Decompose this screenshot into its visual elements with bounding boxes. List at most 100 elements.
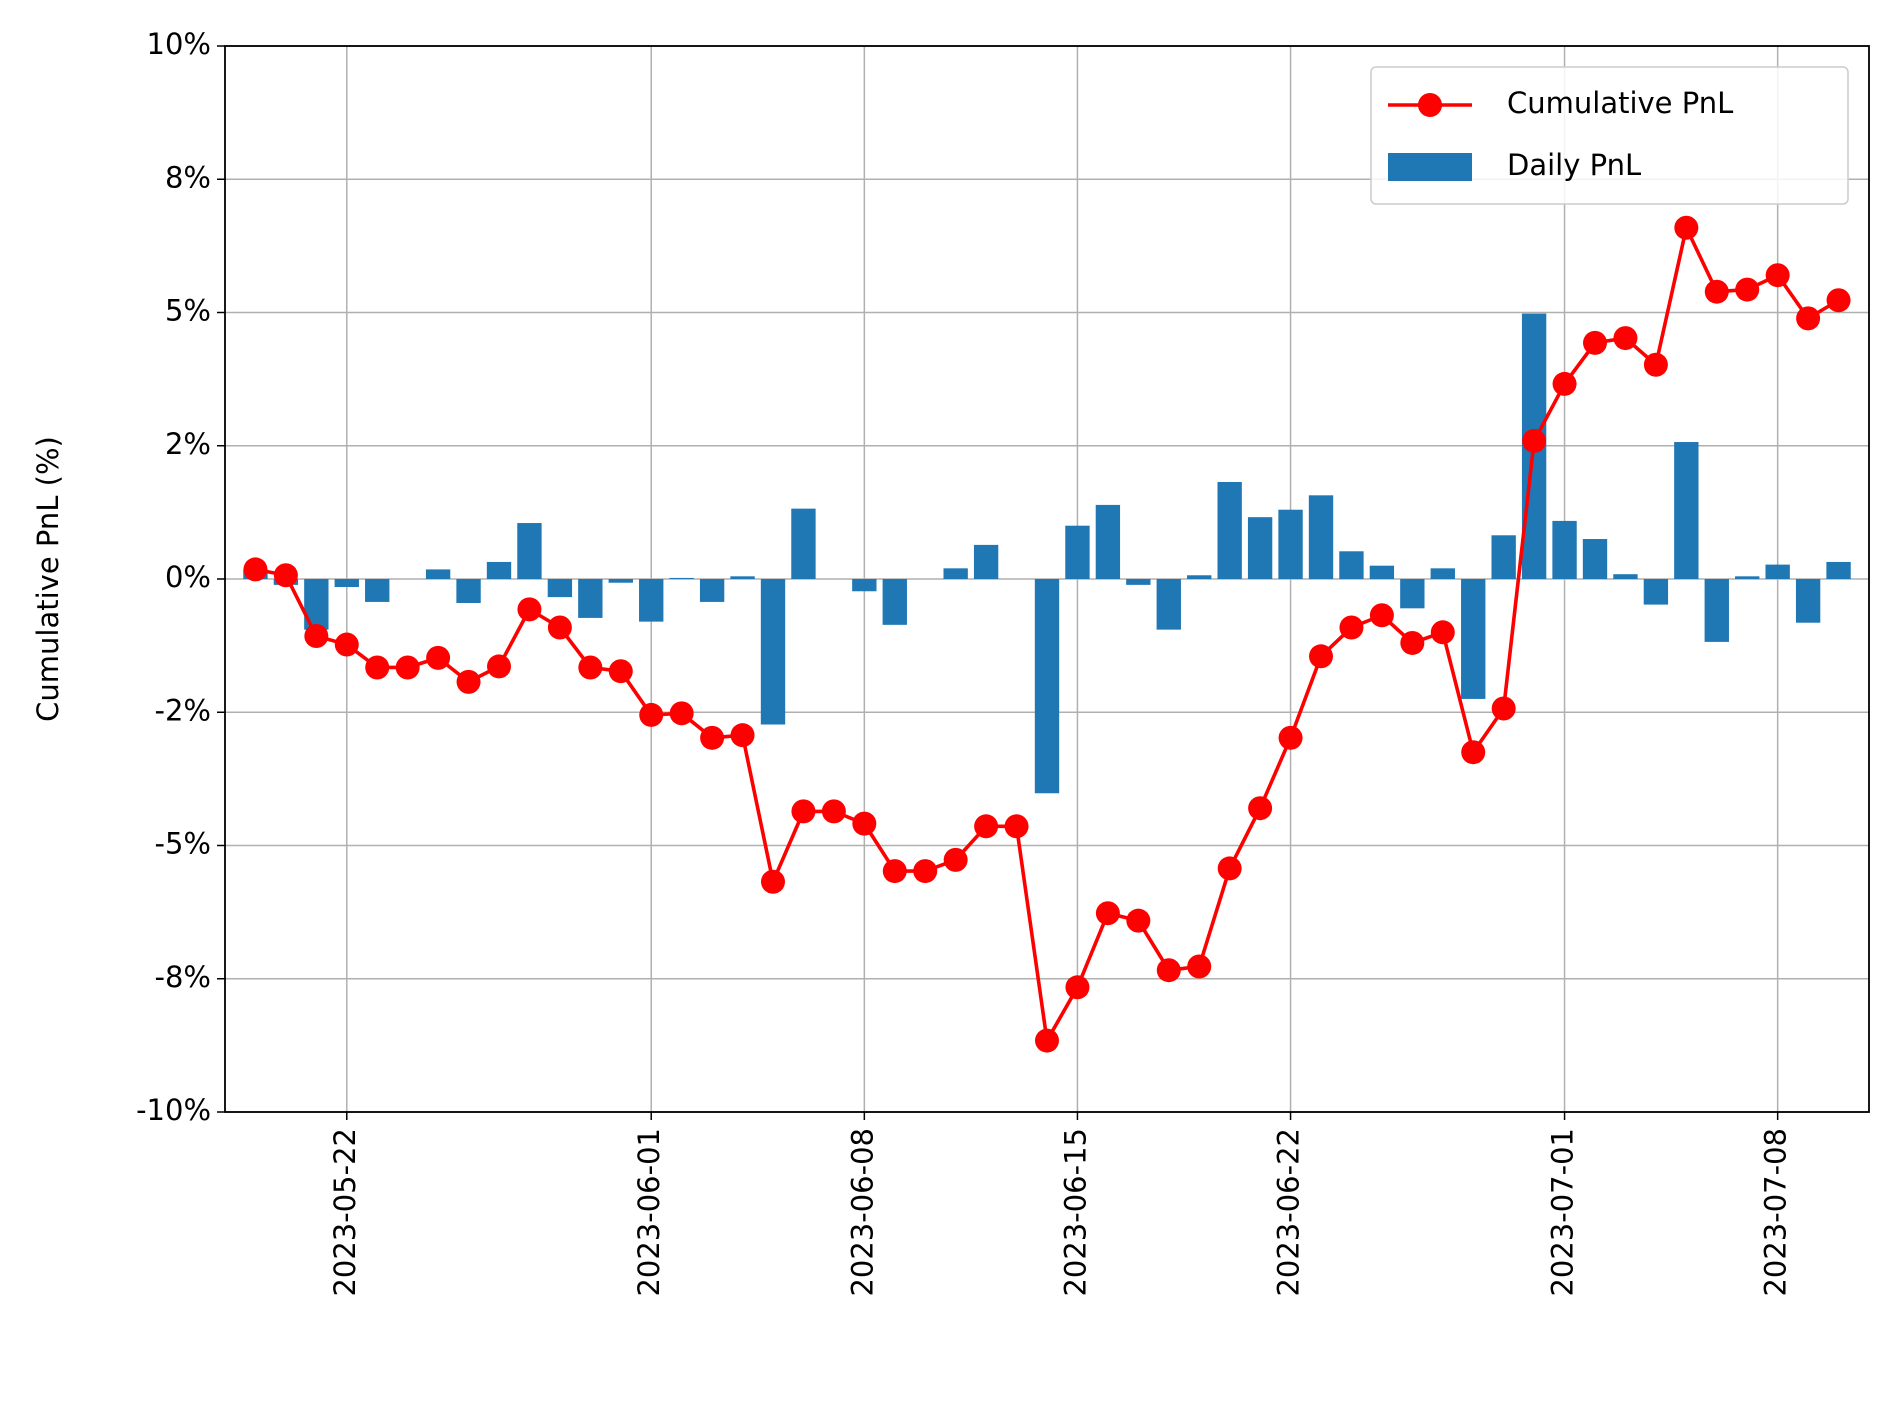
y-tick-label: 8%	[165, 160, 211, 194]
marker	[1187, 954, 1212, 979]
marker	[791, 799, 816, 824]
bar	[456, 579, 481, 603]
marker	[1248, 796, 1273, 821]
y-tick-label: -5%	[155, 827, 211, 861]
bar	[608, 579, 633, 583]
bar	[852, 579, 877, 592]
marker	[882, 859, 907, 884]
bar	[1552, 520, 1577, 579]
marker	[1674, 215, 1699, 240]
bar	[882, 579, 907, 625]
bar	[760, 579, 786, 725]
marker	[943, 847, 968, 872]
bar	[730, 576, 755, 579]
marker	[1065, 975, 1090, 1000]
bar	[1278, 509, 1303, 579]
marker	[1126, 908, 1151, 933]
bar	[365, 579, 390, 602]
x-tick-label: 2023-06-22	[1272, 1128, 1306, 1297]
bar	[1613, 574, 1638, 579]
marker	[1339, 615, 1364, 640]
bar	[1369, 565, 1395, 579]
x-tick-label: 2023-06-01	[632, 1128, 666, 1297]
marker	[1704, 279, 1729, 304]
legend-label: Daily PnL	[1507, 148, 1641, 182]
bar	[1795, 579, 1821, 623]
bar	[1461, 579, 1486, 699]
bar	[1430, 568, 1455, 579]
marker	[273, 563, 298, 588]
bar	[699, 579, 725, 602]
bar	[1765, 564, 1790, 579]
marker	[608, 659, 633, 684]
marker	[1552, 371, 1577, 396]
bar	[1308, 495, 1334, 579]
bar	[517, 523, 542, 579]
marker	[1491, 696, 1516, 721]
legend-label: Cumulative PnL	[1507, 86, 1733, 120]
marker	[1613, 326, 1638, 351]
y-tick-label: 10%	[147, 27, 211, 61]
legend-marker	[1418, 93, 1442, 117]
x-tick-label: 2023-06-15	[1058, 1128, 1092, 1297]
marker	[761, 869, 785, 894]
marker	[304, 624, 329, 649]
marker	[578, 655, 603, 680]
marker	[334, 632, 359, 657]
bar	[1400, 579, 1425, 609]
marker	[974, 814, 999, 839]
bar	[1491, 535, 1516, 579]
marker	[456, 669, 481, 694]
marker	[639, 702, 664, 727]
legend-swatch	[1388, 153, 1472, 181]
y-tick-label: 5%	[165, 294, 211, 328]
marker	[1461, 740, 1486, 765]
marker	[1765, 263, 1790, 288]
y-tick-label: -2%	[155, 693, 211, 727]
marker	[913, 859, 938, 884]
legend-box	[1370, 66, 1849, 205]
marker	[1278, 725, 1303, 750]
marker	[1826, 288, 1851, 313]
marker	[487, 654, 511, 679]
bar	[1339, 551, 1364, 579]
y-tick-label: -10%	[136, 1093, 211, 1127]
x-tick-label: 2023-07-01	[1546, 1128, 1580, 1297]
bar	[1034, 579, 1060, 794]
bar	[1217, 481, 1242, 579]
marker	[1430, 620, 1455, 645]
bar	[1826, 561, 1851, 579]
marker	[1369, 603, 1394, 628]
bar	[943, 568, 968, 579]
x-tick-label: 2023-05-22	[328, 1128, 362, 1297]
y-axis-label: Cumulative PnL (%)	[31, 436, 65, 722]
x-tick-label: 2023-07-08	[1759, 1128, 1793, 1297]
marker	[365, 655, 390, 680]
bar	[1582, 539, 1608, 579]
bar	[1643, 579, 1669, 605]
bar	[639, 579, 664, 622]
marker	[821, 799, 846, 824]
bar	[973, 544, 999, 579]
x-tick-label: 2023-06-08	[845, 1128, 879, 1297]
bar	[334, 579, 359, 587]
bar	[1156, 579, 1181, 630]
marker	[517, 597, 542, 622]
marker	[1309, 644, 1333, 669]
bar	[1126, 579, 1151, 585]
marker	[1035, 1028, 1059, 1053]
marker	[395, 655, 420, 680]
marker	[1217, 856, 1242, 881]
marker	[669, 701, 694, 726]
bar	[1065, 525, 1090, 579]
marker	[1735, 277, 1760, 302]
bar	[578, 579, 603, 618]
y-tick-label: 0%	[165, 560, 211, 594]
marker	[730, 723, 755, 748]
bar	[1674, 442, 1699, 579]
bar	[547, 579, 573, 598]
y-tick-label: 2%	[165, 427, 211, 461]
marker	[1583, 330, 1607, 355]
